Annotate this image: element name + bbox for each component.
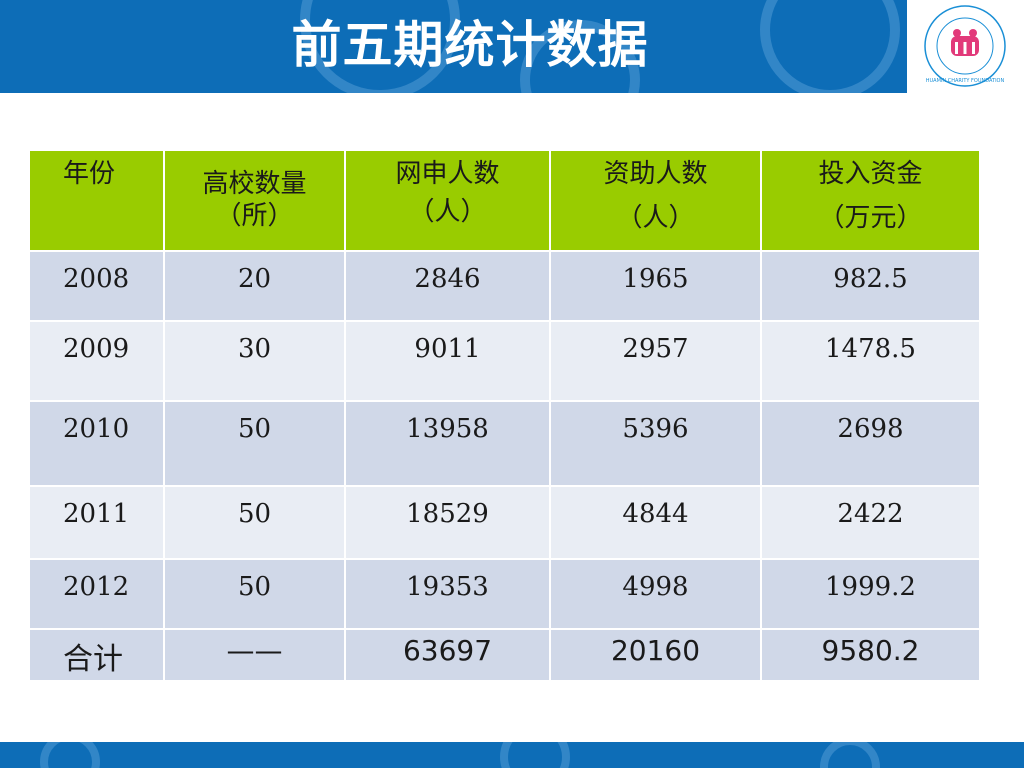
decorative-swirl: [40, 742, 100, 768]
cell-funded: 2957: [549, 320, 762, 402]
header-year: 年份: [28, 149, 165, 252]
cell-schools: 30: [163, 320, 346, 402]
cell-applicants: 9011: [344, 320, 551, 402]
decorative-swirl: [500, 742, 570, 768]
table-row: 2011 50 18529 4844 2422: [28, 485, 981, 560]
decorative-swirl: [820, 742, 880, 768]
table-total-row: 合计 —— 63697 20160 9580.2: [28, 628, 981, 682]
cell-year: 2009: [28, 320, 165, 402]
header-unit: （万元）: [818, 203, 923, 233]
cell-schools: 50: [163, 558, 346, 630]
slide-title: 前五期统计数据: [291, 16, 649, 74]
cell-funding: 2422: [760, 485, 981, 560]
header-label: 年份: [63, 159, 116, 189]
cell-funding: 1478.5: [760, 320, 981, 402]
cell-funding: 2698: [760, 400, 981, 487]
header-banner: 前五期统计数据 HUAMIN CHARITY FOUNDATION: [0, 0, 1024, 93]
logo-caption: HUAMIN CHARITY FOUNDATION: [926, 78, 1005, 84]
cell-total-funded: 20160: [549, 628, 762, 682]
table-row: 2012 50 19353 4998 1999.2: [28, 558, 981, 630]
cell-total-funding: 9580.2: [760, 628, 981, 682]
cell-total-schools: ——: [163, 628, 346, 682]
header-label: 网申人数: [395, 159, 500, 189]
cell-funded: 1965: [549, 250, 762, 322]
cell-funded: 5396: [549, 400, 762, 487]
cell-applicants: 13958: [344, 400, 551, 487]
cell-funding: 1999.2: [760, 558, 981, 630]
cell-year: 2010: [28, 400, 165, 487]
cell-applicants: 2846: [344, 250, 551, 322]
header-schools: 高校数量 （所）: [163, 149, 346, 252]
header-funded: 资助人数 （人）: [549, 149, 762, 252]
cell-funding: 982.5: [760, 250, 981, 322]
decorative-swirl: [520, 20, 640, 93]
cell-schools: 20: [163, 250, 346, 322]
cell-applicants: 18529: [344, 485, 551, 560]
cell-funded: 4844: [549, 485, 762, 560]
header-label: 投入资金: [818, 159, 923, 189]
header-funding: 投入资金 （万元）: [760, 149, 981, 252]
decorative-swirl: [760, 0, 900, 93]
cell-year: 2012: [28, 558, 165, 630]
cell-applicants: 19353: [344, 558, 551, 630]
statistics-table: 年份 高校数量 （所） 网申人数 （人） 资助人数 （人） 投入资金 （万元）: [28, 149, 981, 682]
header-unit: （人）: [408, 197, 487, 227]
cell-year: 2011: [28, 485, 165, 560]
cell-schools: 50: [163, 485, 346, 560]
header-unit: （所）: [215, 201, 294, 231]
cell-funded: 4998: [549, 558, 762, 630]
table-row: 2009 30 9011 2957 1478.5: [28, 320, 981, 402]
header-unit: （人）: [616, 203, 695, 233]
table-row: 2010 50 13958 5396 2698: [28, 400, 981, 487]
decorative-swirl: [300, 0, 460, 93]
header-label: 资助人数: [603, 159, 708, 189]
cell-year: 2008: [28, 250, 165, 322]
header-applicants: 网申人数 （人）: [344, 149, 551, 252]
table-row: 2008 20 2846 1965 982.5: [28, 250, 981, 322]
cell-total-applicants: 63697: [344, 628, 551, 682]
cell-total-label: 合计: [28, 628, 165, 682]
foundation-logo: HUAMIN CHARITY FOUNDATION: [907, 0, 1024, 93]
cell-schools: 50: [163, 400, 346, 487]
logo-icon: HUAMIN CHARITY FOUNDATION: [924, 5, 1006, 87]
footer-banner: [0, 742, 1024, 768]
table-header-row: 年份 高校数量 （所） 网申人数 （人） 资助人数 （人） 投入资金 （万元）: [28, 149, 981, 252]
header-label: 高校数量: [202, 169, 307, 199]
